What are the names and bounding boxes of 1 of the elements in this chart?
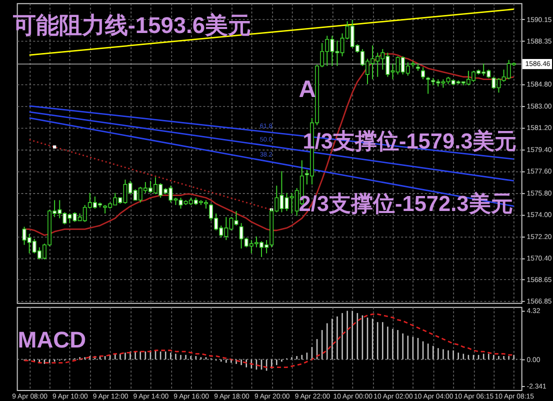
annotation: MACD bbox=[18, 326, 86, 352]
